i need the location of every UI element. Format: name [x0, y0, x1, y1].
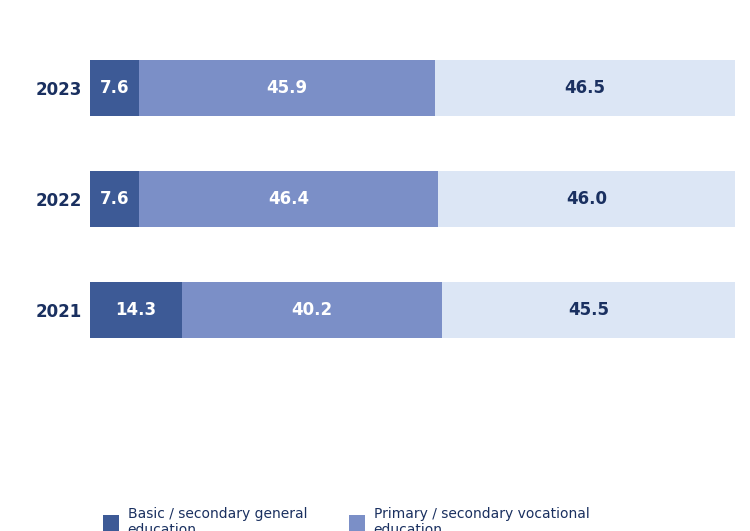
Text: 7.6: 7.6: [100, 79, 129, 97]
Bar: [435, 61, 735, 116]
Bar: [442, 282, 735, 338]
Text: 40.2: 40.2: [291, 301, 332, 319]
Bar: [90, 61, 139, 116]
Text: 46.0: 46.0: [566, 190, 608, 208]
Text: 45.5: 45.5: [568, 301, 609, 319]
Text: 7.6: 7.6: [100, 190, 129, 208]
Bar: [139, 61, 435, 116]
Bar: [139, 172, 438, 227]
Text: 46.5: 46.5: [565, 79, 605, 97]
Text: 46.4: 46.4: [268, 190, 309, 208]
Bar: [90, 282, 182, 338]
Bar: [90, 172, 139, 227]
Text: 14.3: 14.3: [116, 301, 157, 319]
Bar: [438, 172, 735, 227]
Text: 45.9: 45.9: [266, 79, 308, 97]
Bar: [182, 282, 442, 338]
Legend: Basic / secondary general
education, Higher education, Primary / secondary vocat: Basic / secondary general education, Hig…: [97, 502, 595, 531]
